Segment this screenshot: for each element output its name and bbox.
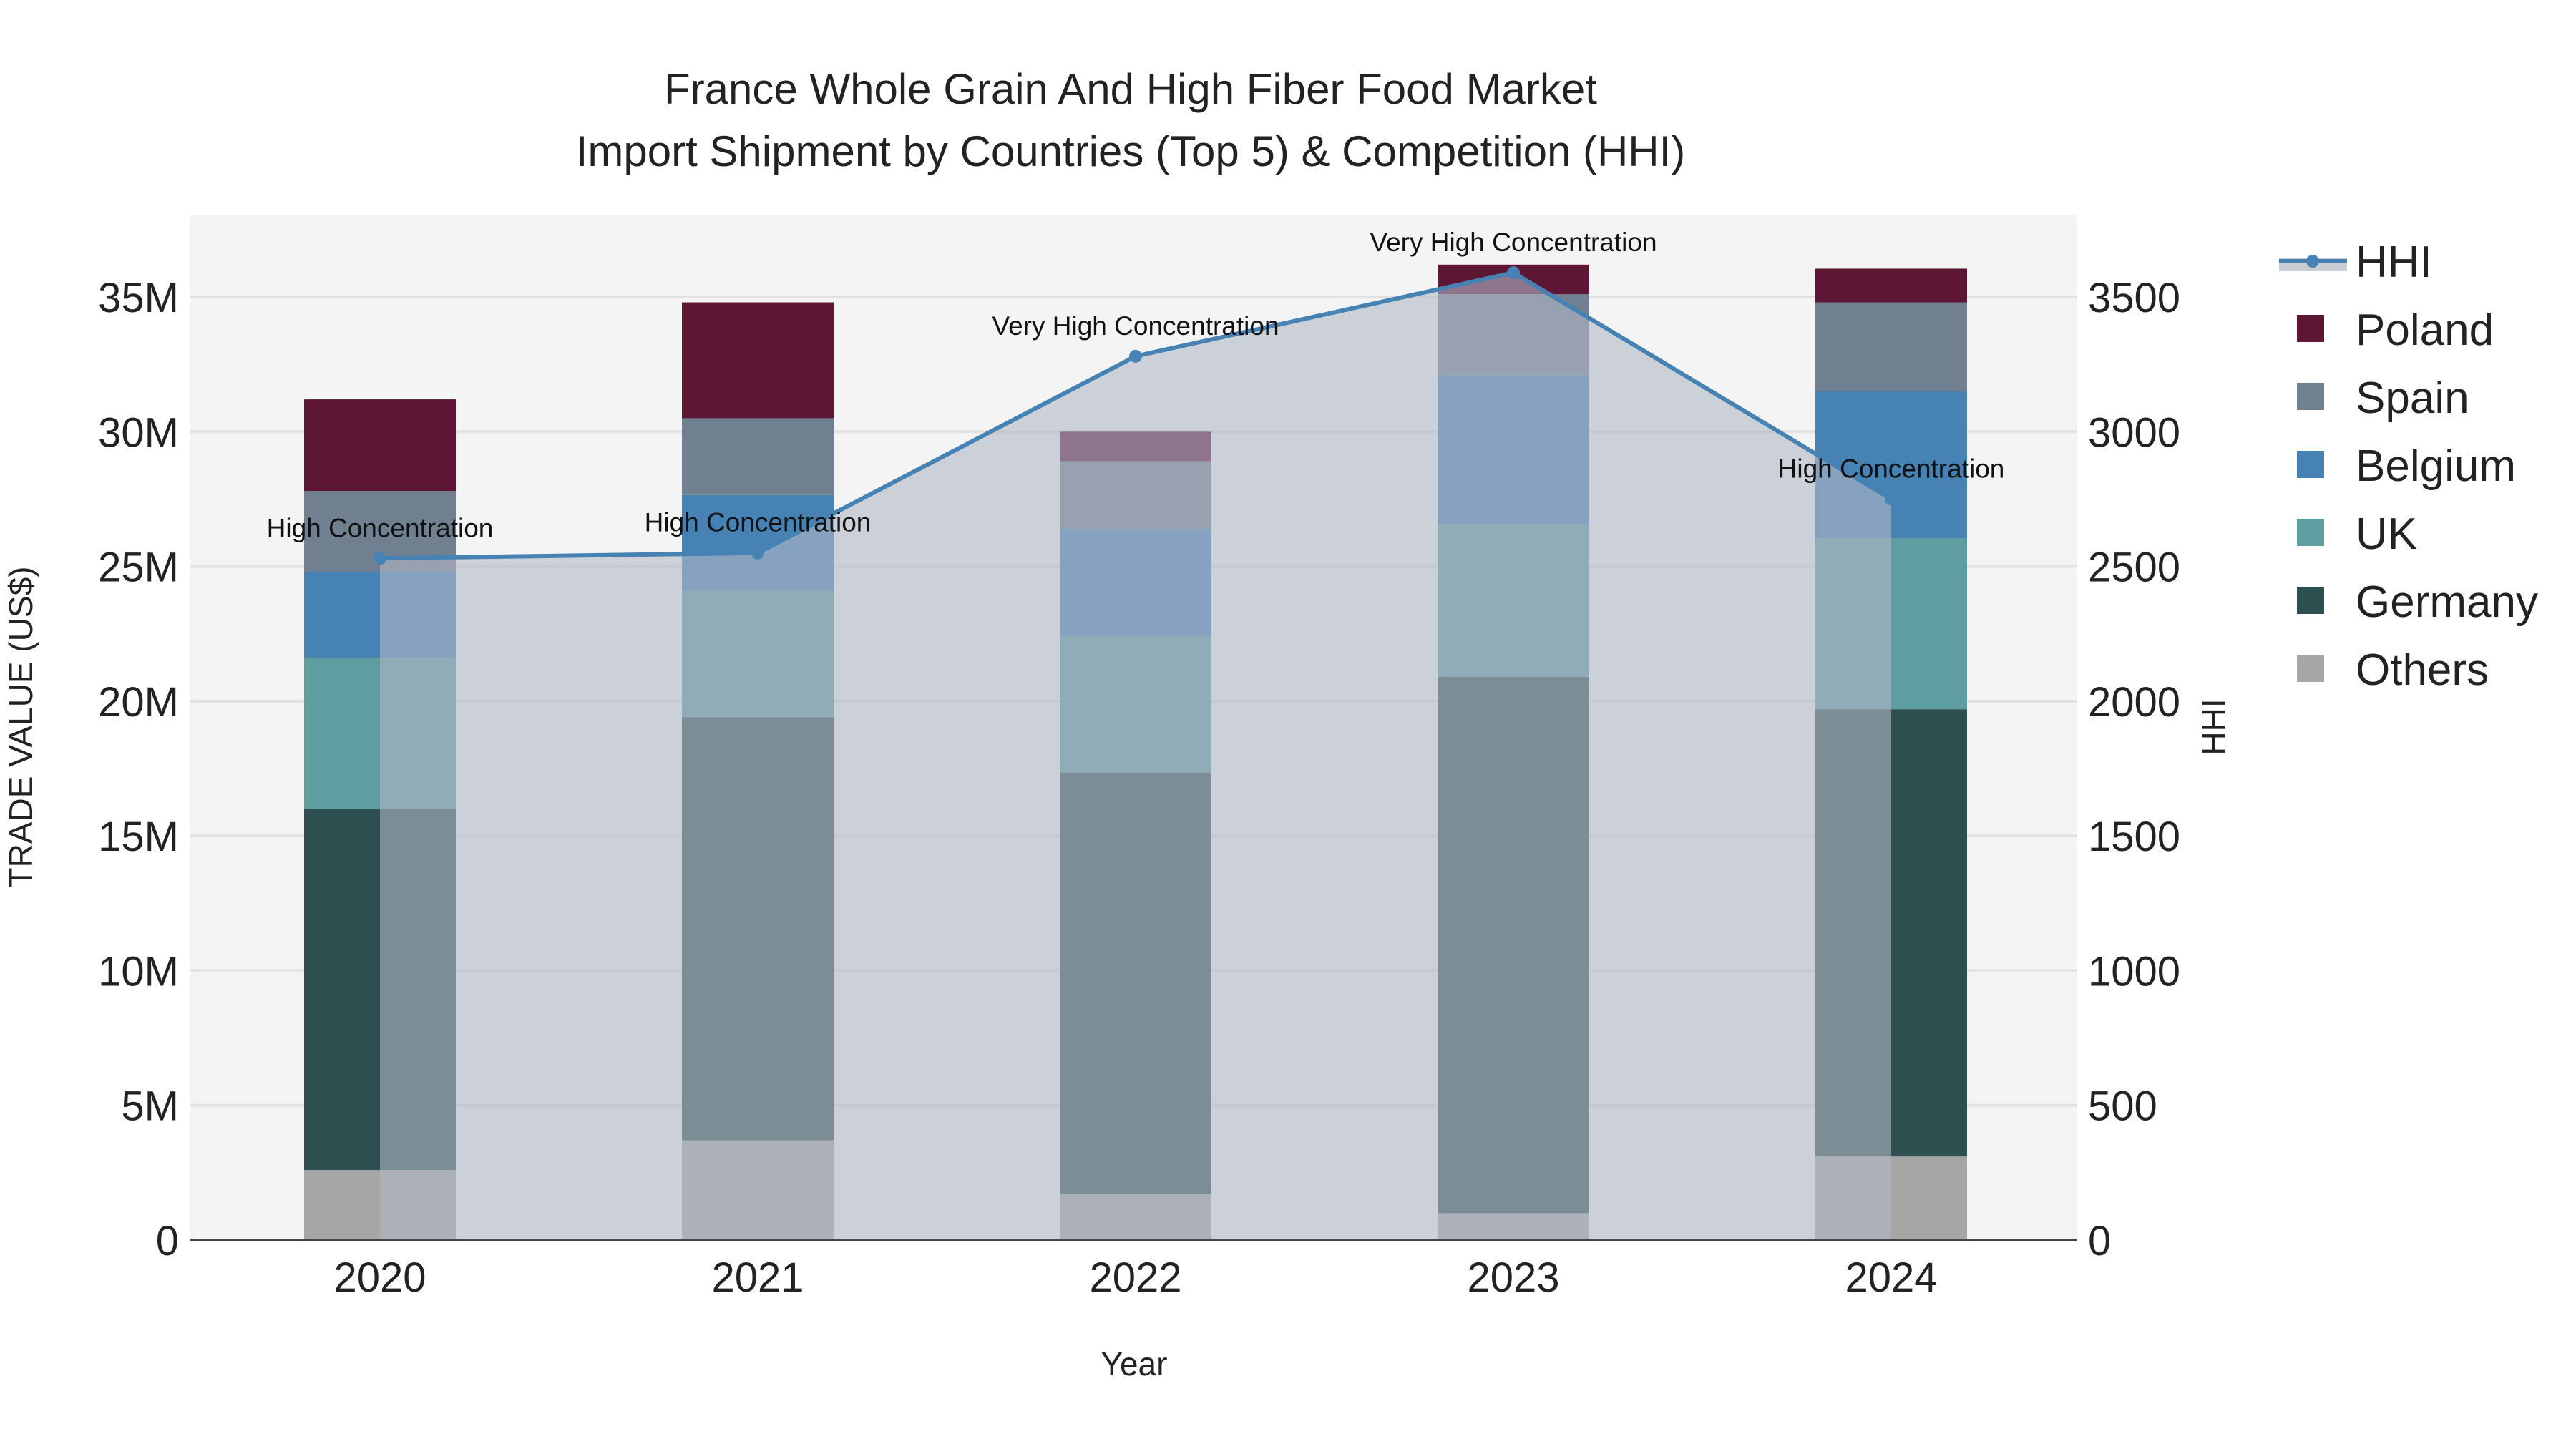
legend-swatch-icon — [2297, 587, 2324, 614]
legend-label: Belgium — [2356, 441, 2516, 491]
x-tick-label: 2023 — [1467, 1254, 1559, 1301]
hhi-point-2023[interactable] — [1507, 266, 1520, 280]
y-tick-label: 25M — [98, 545, 179, 591]
legend-item-spain[interactable]: Spain — [2297, 374, 2469, 423]
legend-label: Spain — [2356, 374, 2469, 423]
legend-label: UK — [2356, 509, 2417, 559]
hhi-annotation: Very High Concentration — [1370, 228, 1657, 257]
y-tick-label: 35M — [98, 275, 179, 321]
hhi-point-2022[interactable] — [1129, 349, 1142, 363]
hhi-point-2020[interactable] — [374, 552, 386, 565]
x-tick-label: 2022 — [1089, 1254, 1181, 1301]
y-tick-label: 10M — [98, 948, 179, 995]
legend: HHI Poland Spain Belgium UK Germany Others — [2279, 238, 2538, 695]
x-axis-ticks: 2020 2021 2022 2023 2024 — [333, 1254, 1937, 1301]
hhi-series: High Concentration High Concentration Very… — [267, 228, 2005, 1240]
legend-item-hhi[interactable]: HHI — [2279, 238, 2432, 287]
legend-label: Poland — [2356, 306, 2494, 355]
chart-title-line1: France Whole Grain And High Fiber Food M… — [664, 65, 1597, 113]
hhi-area — [380, 273, 1891, 1240]
bar-poland-2024[interactable] — [1815, 268, 1967, 303]
legend-swatch-icon — [2297, 519, 2324, 546]
x-tick-label: 2021 — [711, 1254, 804, 1301]
y2-tick-label: 1000 — [2088, 948, 2180, 995]
legend-label: Germany — [2356, 577, 2538, 627]
legend-item-others[interactable]: Others — [2297, 645, 2489, 695]
y2-tick-label: 500 — [2088, 1083, 2157, 1130]
chart-title-line2: Import Shipment by Countries (Top 5) & C… — [576, 127, 1686, 175]
hhi-point-2021[interactable] — [751, 546, 764, 560]
legend-swatch-icon — [2297, 315, 2324, 342]
y2-tick-label: 2500 — [2088, 545, 2180, 591]
x-tick-label: 2020 — [333, 1254, 426, 1301]
y-tick-label: 0 — [156, 1218, 179, 1264]
hhi-point-2024[interactable] — [1885, 492, 1898, 506]
y2-axis-label: HHI — [2195, 698, 2233, 755]
y2-tick-label: 3000 — [2088, 409, 2180, 456]
legend-item-belgium[interactable]: Belgium — [2297, 441, 2516, 491]
hhi-annotation: High Concentration — [645, 508, 872, 537]
y-tick-label: 30M — [98, 409, 179, 456]
hhi-annotation: High Concentration — [267, 513, 494, 542]
hhi-legend-marker-icon — [2306, 255, 2319, 268]
legend-swatch-icon — [2297, 383, 2324, 410]
y2-tick-label: 1500 — [2088, 814, 2180, 860]
y-axis-ticks: 0 5M 10M 15M 20M 25M 30M 35M — [98, 275, 179, 1264]
y2-tick-label: 3500 — [2088, 275, 2180, 321]
y-tick-label: 20M — [98, 679, 179, 726]
y-tick-label: 5M — [121, 1083, 179, 1130]
x-tick-label: 2024 — [1845, 1254, 1937, 1301]
y-axis-label: TRADE VALUE (US$) — [2, 566, 39, 887]
hhi-annotation: Very High Concentration — [992, 311, 1279, 341]
bar-spain-2021[interactable] — [682, 418, 834, 495]
y2-tick-label: 0 — [2088, 1218, 2111, 1264]
legend-item-germany[interactable]: Germany — [2297, 577, 2538, 627]
bar-spain-2024[interactable] — [1815, 302, 1967, 391]
bar-poland-2020[interactable] — [304, 399, 456, 492]
y-tick-label: 15M — [98, 814, 179, 860]
legend-swatch-icon — [2297, 451, 2324, 478]
legend-item-poland[interactable]: Poland — [2297, 306, 2494, 355]
y2-axis-ticks: 0 500 1000 1500 2000 2500 3000 3500 — [2088, 275, 2180, 1264]
legend-label: HHI — [2356, 238, 2432, 287]
y2-tick-label: 2000 — [2088, 679, 2180, 726]
hhi-annotation: High Concentration — [1778, 454, 2005, 483]
bar-poland-2021[interactable] — [682, 302, 834, 419]
legend-label: Others — [2356, 645, 2489, 695]
legend-item-uk[interactable]: UK — [2297, 509, 2417, 559]
x-axis-label: Year — [1101, 1345, 1168, 1382]
legend-swatch-icon — [2297, 655, 2324, 682]
